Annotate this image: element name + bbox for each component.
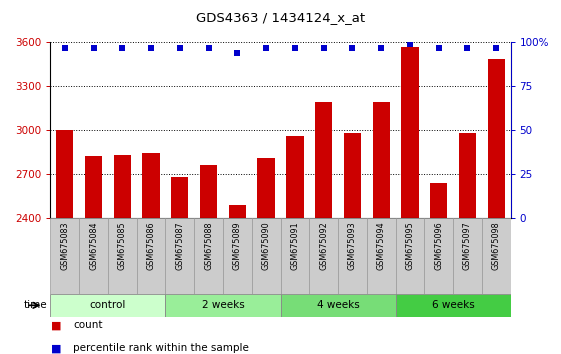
Point: [406, 41, 415, 47]
Text: GSM675084: GSM675084: [89, 222, 98, 270]
Point: [89, 45, 98, 51]
Text: GSM675097: GSM675097: [463, 222, 472, 270]
FancyBboxPatch shape: [194, 218, 223, 294]
FancyBboxPatch shape: [280, 294, 396, 317]
Bar: [171, 177, 188, 354]
Point: [434, 45, 443, 51]
Bar: [488, 58, 505, 354]
Bar: [229, 205, 246, 354]
FancyBboxPatch shape: [280, 218, 309, 294]
Bar: [114, 155, 131, 354]
Text: GSM675087: GSM675087: [176, 222, 185, 270]
Point: [376, 45, 385, 51]
FancyBboxPatch shape: [79, 218, 108, 294]
FancyBboxPatch shape: [50, 218, 79, 294]
FancyBboxPatch shape: [367, 218, 396, 294]
Text: GSM675086: GSM675086: [146, 222, 155, 270]
FancyBboxPatch shape: [165, 294, 280, 317]
Bar: [401, 47, 419, 354]
Text: GSM675092: GSM675092: [319, 222, 328, 270]
Text: GSM675090: GSM675090: [261, 222, 270, 270]
Point: [118, 45, 127, 51]
Text: percentile rank within the sample: percentile rank within the sample: [73, 343, 249, 353]
Bar: [459, 133, 476, 354]
Text: GSM675085: GSM675085: [118, 222, 127, 270]
Bar: [85, 156, 102, 354]
Point: [261, 45, 270, 51]
FancyBboxPatch shape: [482, 218, 511, 294]
Bar: [344, 133, 361, 354]
Point: [233, 50, 242, 56]
Text: GSM675096: GSM675096: [434, 222, 443, 270]
Text: control: control: [90, 300, 126, 310]
Point: [291, 45, 300, 51]
Bar: [373, 102, 390, 354]
Point: [176, 45, 185, 51]
Bar: [56, 130, 73, 354]
FancyBboxPatch shape: [223, 218, 252, 294]
FancyBboxPatch shape: [137, 218, 165, 294]
Text: GSM675091: GSM675091: [291, 222, 300, 270]
Bar: [200, 165, 217, 354]
FancyBboxPatch shape: [50, 294, 165, 317]
Bar: [315, 102, 332, 354]
Text: ■: ■: [50, 343, 61, 353]
Point: [61, 45, 70, 51]
Bar: [286, 136, 304, 354]
Text: GSM675094: GSM675094: [376, 222, 385, 270]
FancyBboxPatch shape: [309, 218, 338, 294]
Text: GSM675095: GSM675095: [406, 222, 415, 270]
FancyBboxPatch shape: [396, 294, 511, 317]
Text: time: time: [24, 300, 48, 310]
Point: [463, 45, 472, 51]
FancyBboxPatch shape: [108, 218, 137, 294]
Point: [204, 45, 213, 51]
FancyBboxPatch shape: [424, 218, 453, 294]
Text: GSM675098: GSM675098: [491, 222, 500, 270]
Text: count: count: [73, 320, 103, 330]
FancyBboxPatch shape: [453, 218, 482, 294]
FancyBboxPatch shape: [396, 218, 424, 294]
Text: 6 weeks: 6 weeks: [431, 300, 475, 310]
Text: GDS4363 / 1434124_x_at: GDS4363 / 1434124_x_at: [196, 11, 365, 24]
FancyBboxPatch shape: [338, 218, 367, 294]
Bar: [430, 183, 447, 354]
Text: GSM675089: GSM675089: [233, 222, 242, 270]
Point: [146, 45, 155, 51]
Text: 2 weeks: 2 weeks: [201, 300, 245, 310]
Point: [319, 45, 328, 51]
Text: ■: ■: [50, 320, 61, 330]
Point: [491, 45, 500, 51]
Point: [348, 45, 357, 51]
Text: GSM675088: GSM675088: [204, 222, 213, 270]
Bar: [142, 154, 160, 354]
Text: GSM675083: GSM675083: [61, 222, 70, 270]
Text: GSM675093: GSM675093: [348, 222, 357, 270]
FancyBboxPatch shape: [252, 218, 280, 294]
Bar: [257, 158, 275, 354]
Text: 4 weeks: 4 weeks: [316, 300, 360, 310]
FancyBboxPatch shape: [165, 218, 194, 294]
